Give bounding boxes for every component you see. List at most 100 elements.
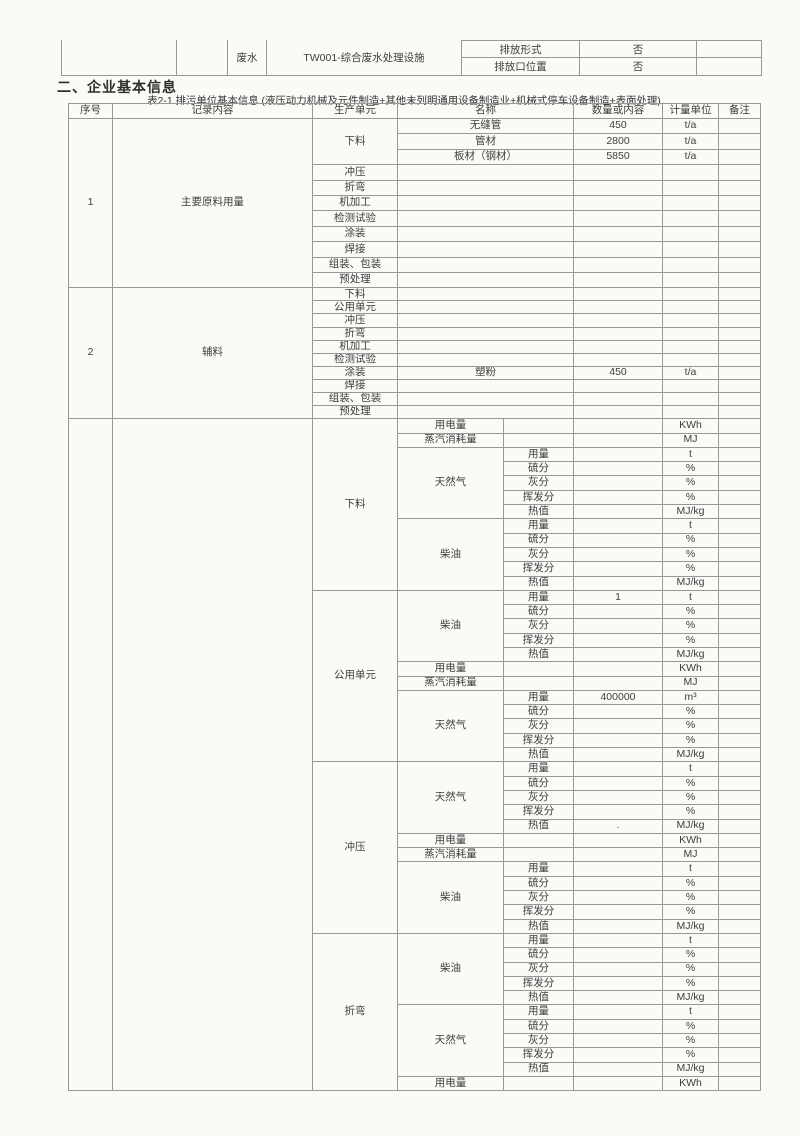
quantity-cell xyxy=(573,546,663,563)
measure-unit-cell xyxy=(662,287,719,302)
sub-name-cell xyxy=(503,832,574,849)
measure-unit-cell: % xyxy=(662,561,719,577)
measure-unit-cell: MJ xyxy=(662,675,719,691)
quantity-cell xyxy=(573,661,663,677)
measure-unit-cell xyxy=(662,210,719,227)
remark-cell xyxy=(718,287,761,302)
table-row: 机加工 xyxy=(69,194,761,212)
table-row: 天然气 用量 t xyxy=(69,1004,761,1077)
top-remark-cell xyxy=(697,58,762,76)
quantity-cell: 450 xyxy=(573,117,663,135)
table-row: 管材 2800 t/a xyxy=(69,133,761,150)
measure-unit-cell xyxy=(662,256,719,273)
remark-cell xyxy=(718,405,761,420)
name-cell: 天然气 xyxy=(397,1004,504,1077)
production-unit-cell: 折弯 xyxy=(312,326,398,341)
sub-name-cell: 灰分 xyxy=(503,961,574,977)
sub-name-cell: 挥发分 xyxy=(503,732,574,749)
name-cell xyxy=(397,392,574,407)
remark-cell xyxy=(718,179,761,196)
remark-cell xyxy=(718,904,761,920)
table-row: 冲压 天然气 用量 t xyxy=(69,761,761,934)
measure-unit-cell: MJ xyxy=(662,432,719,448)
remark-cell xyxy=(718,818,761,834)
measure-unit-cell: MJ/kg xyxy=(662,747,719,763)
remark-cell xyxy=(718,832,761,849)
remark-cell xyxy=(718,932,761,949)
quantity-cell xyxy=(573,1061,663,1077)
quantity-cell xyxy=(573,961,663,977)
quantity-cell xyxy=(573,256,663,273)
remark-cell xyxy=(718,718,761,734)
remark-cell xyxy=(718,1018,761,1035)
remark-cell xyxy=(718,990,761,1006)
measure-unit-cell: t xyxy=(662,1004,719,1020)
sub-name-cell xyxy=(503,1075,574,1092)
table-row: 热值 MJ/kg xyxy=(69,1061,761,1077)
quantity-cell xyxy=(573,789,663,806)
top-medium-cell: 废水 xyxy=(228,40,267,76)
sub-name-cell: 用量 xyxy=(503,689,574,706)
table-row: 组装、包装 xyxy=(69,256,761,273)
name-cell xyxy=(397,210,574,227)
measure-unit-cell xyxy=(662,352,719,367)
measure-unit-cell: MJ/kg xyxy=(662,818,719,834)
basic-info-table: 序号 记录内容 生产单元 名称 数量或内容 计量单位 备注 1 主要原料用量 下料 无缝管 450 t/… xyxy=(68,103,761,1092)
sub-name-cell: 用量 xyxy=(503,446,574,463)
quantity-cell xyxy=(573,1004,663,1020)
remark-cell xyxy=(718,326,761,341)
name-cell xyxy=(397,241,574,258)
measure-unit-cell: % xyxy=(662,704,719,720)
measure-unit-cell: % xyxy=(662,961,719,977)
table-row: 硫分% xyxy=(69,532,761,548)
measure-unit-cell: m³ xyxy=(662,689,719,706)
production-unit-cell: 机加工 xyxy=(312,194,398,212)
measure-unit-cell xyxy=(662,313,719,328)
quantity-cell xyxy=(573,675,663,691)
sub-name-cell: 用量 xyxy=(503,761,574,777)
remark-cell xyxy=(718,210,761,227)
quantity-cell xyxy=(573,446,663,463)
sub-name-cell: 挥发分 xyxy=(503,489,574,506)
table-row: 预处理 xyxy=(69,271,761,289)
remark-cell xyxy=(718,1075,761,1092)
quantity-cell xyxy=(573,313,663,328)
production-unit-cell: 组装、包装 xyxy=(312,392,398,407)
measure-unit-cell xyxy=(662,339,719,354)
quantity-cell: 400000 xyxy=(573,689,663,706)
top-facility-cell: TW001-综合废水处理设施 xyxy=(267,40,462,76)
remark-cell xyxy=(718,861,761,877)
sub-name-cell: 灰分 xyxy=(503,890,574,906)
measure-unit-cell: t xyxy=(662,932,719,949)
name-cell xyxy=(397,164,574,181)
remark-cell xyxy=(718,392,761,407)
measure-unit-cell: MJ/kg xyxy=(662,990,719,1006)
quantity-cell xyxy=(573,418,663,434)
name-cell: 柴油 xyxy=(397,589,504,663)
remark-cell xyxy=(718,1032,761,1049)
quantity-cell xyxy=(573,775,663,791)
table-row: 蒸汽消耗量 MJ xyxy=(69,432,761,448)
sub-name-cell: 热值 xyxy=(503,990,574,1006)
table-row: 硫分% xyxy=(69,1018,761,1035)
sub-name-cell xyxy=(503,661,574,677)
measure-unit-cell: KWh xyxy=(662,832,719,849)
production-unit-cell: 组装、包装 xyxy=(312,256,398,273)
quantity-cell xyxy=(573,632,663,648)
sub-name-cell: 挥发分 xyxy=(503,975,574,992)
quantity-cell xyxy=(573,271,663,289)
production-unit-cell: 公用单元 xyxy=(312,300,398,315)
measure-unit-cell: t/a xyxy=(662,148,719,166)
top-remark-cell xyxy=(697,40,762,58)
remark-cell xyxy=(718,518,761,534)
production-unit-cell: 冲压 xyxy=(312,761,398,934)
table-row: 折弯 柴油 用量 t xyxy=(69,932,761,1092)
top-row-label: 排放形式 xyxy=(462,40,580,58)
record-content-cell: 辅料 xyxy=(112,287,313,420)
sub-name-cell: 热值 xyxy=(503,504,574,520)
name-cell: 天然气 xyxy=(397,446,504,520)
measure-unit-cell: % xyxy=(662,532,719,548)
production-unit-cell: 下料 xyxy=(312,418,398,591)
sub-name-cell: 硫分 xyxy=(503,461,574,477)
quantity-cell xyxy=(573,489,663,506)
